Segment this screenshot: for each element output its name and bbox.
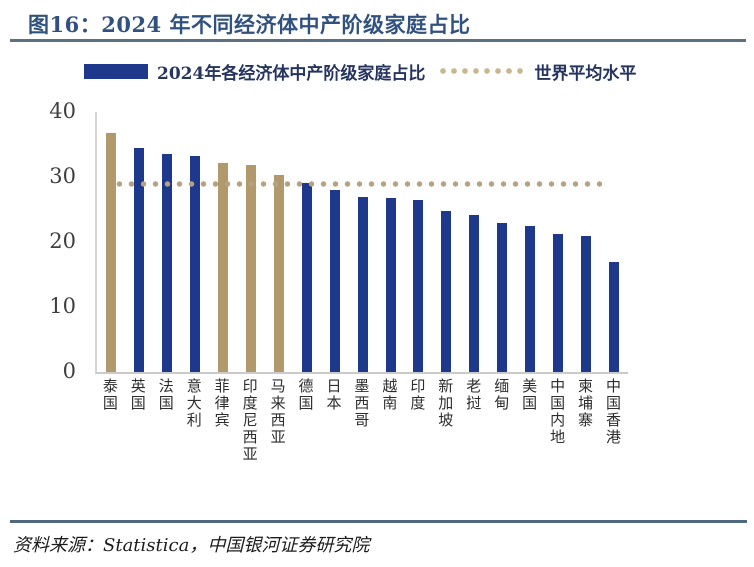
title-divider [10,39,746,42]
bar-slot [237,112,265,372]
bar-slot [181,112,209,372]
footer-divider [10,520,747,523]
bar-法国 [161,154,172,372]
bar-slot [460,112,488,372]
bar-柬埔寨 [581,236,592,372]
x-axis-label: 越南 [380,378,399,412]
x-label-slot: 柬埔寨 [570,378,598,429]
x-axis-label: 美国 [520,378,539,412]
bar-slot [544,112,572,372]
x-axis-label: 德国 [296,378,315,412]
bar-菲律宾 [217,162,228,372]
x-label-slot: 新加坡 [430,378,458,429]
x-axis-label: 印度 [408,378,427,412]
x-axis-label: 菲律宾 [212,378,231,429]
bars [97,112,628,372]
bar-series-label: 2024年各经济体中产阶级家庭占比 [157,63,426,84]
x-axis-label: 泰国 [100,378,119,412]
x-label-slot: 泰国 [95,378,123,412]
bar-slot [209,112,237,372]
x-label-slot: 老挝 [458,378,486,412]
chart-legend: 2024年各经济体中产阶级家庭占比 世界平均水平 [84,60,637,84]
x-label-slot: 墨西哥 [347,378,375,429]
bar-老挝 [469,214,480,372]
x-axis-label: 意大利 [184,378,203,429]
x-axis-label: 柬埔寨 [576,378,595,429]
x-label-slot: 英国 [123,378,151,412]
bar-slot [600,112,628,372]
bar-缅甸 [497,222,508,372]
average-dotted-line-icon [439,68,526,74]
bar-slot [349,112,377,372]
bar-slot [377,112,405,372]
x-label-slot: 缅甸 [486,378,514,412]
bar-越南 [385,198,396,372]
y-tick-label: 40 [49,99,76,123]
x-axis-label: 墨西哥 [352,378,371,429]
x-axis-label: 中国内地 [548,378,567,446]
source-note: 资料来源：Statistica，中国银河证券研究院 [13,535,370,556]
x-axis-label: 新加坡 [436,378,455,429]
x-label-slot: 印度 [402,378,430,412]
bar-意大利 [189,156,200,372]
world-average-line [116,180,608,187]
bar-新加坡 [441,210,452,372]
x-axis-label: 中国香港 [604,378,622,446]
figure-title: 图16：2024 年不同经济体中产阶级家庭占比 [28,12,471,37]
bar-slot [293,112,321,372]
x-label-slot: 马来西亚 [263,378,291,446]
bar-slot [488,112,516,372]
bar-日本 [329,190,340,372]
x-label-slot: 美国 [514,378,542,412]
bar-slot [572,112,600,372]
x-label-slot: 菲律宾 [207,378,235,429]
y-tick-label: 10 [49,294,76,318]
x-axis-label: 马来西亚 [268,378,287,446]
bar-美国 [525,226,536,372]
bar-德国 [301,182,312,372]
x-axis-label: 法国 [156,378,175,412]
x-label-slot: 日本 [319,378,347,412]
bar-series-swatch-icon [84,63,148,79]
bar-泰国 [105,132,116,372]
bar-slot [153,112,181,372]
x-axis-label: 印度尼西亚 [240,378,259,463]
bar-印度 [413,199,424,372]
x-axis-labels: 泰国 英国 法国 意大利 菲律宾 印度尼西亚 马来西亚 德国 日本 墨西哥 越南 印度 新加坡 老挝 缅甸美… [95,378,626,463]
x-label-slot: 中国香港 [598,378,626,446]
bar-slot [125,112,153,372]
bar-中国内地 [553,234,564,372]
bar-slot [265,112,293,372]
x-axis-label: 老挝 [464,378,483,412]
bar-印度尼西亚 [245,164,256,372]
x-label-slot: 法国 [151,378,179,412]
bar-slot [97,112,125,372]
x-label-slot: 印度尼西亚 [235,378,263,463]
x-label-slot: 德国 [291,378,319,412]
average-line-label: 世界平均水平 [534,63,637,84]
x-label-slot: 中国内地 [542,378,570,446]
y-tick-label: 0 [62,359,76,383]
plot-area [95,112,628,374]
bar-slot [404,112,432,372]
y-tick-label: 20 [49,229,76,253]
bar-slot [321,112,349,372]
bar-中国香港 [609,262,620,372]
bar-马来西亚 [273,175,284,372]
bar-slot [516,112,544,372]
x-axis-label: 日本 [324,378,343,412]
bar-slot [432,112,460,372]
x-label-slot: 越南 [375,378,403,412]
bar-墨西哥 [357,197,368,372]
x-axis-label: 英国 [128,378,147,412]
y-tick-label: 30 [49,164,76,188]
x-axis-label: 缅甸 [492,378,511,412]
bar-英国 [133,148,144,372]
x-label-slot: 意大利 [179,378,207,429]
